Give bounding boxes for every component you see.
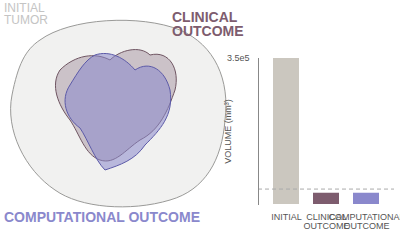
svg-text:INITIAL: INITIAL: [271, 212, 302, 222]
svg-text:3.5e5: 3.5e5: [227, 53, 250, 63]
svg-text:INITIALTUMOR: INITIALTUMOR: [4, 1, 48, 27]
svg-text:CLINICALOUTCOME: CLINICALOUTCOME: [172, 9, 244, 39]
svg-text:VOLUME (mm³): VOLUME (mm³): [223, 99, 233, 164]
svg-text:COMPUTATIONAL OUTCOME: COMPUTATIONAL OUTCOME: [4, 209, 200, 225]
svg-text:COMPUTATIONALOUTCOME: COMPUTATIONALOUTCOME: [328, 212, 400, 231]
